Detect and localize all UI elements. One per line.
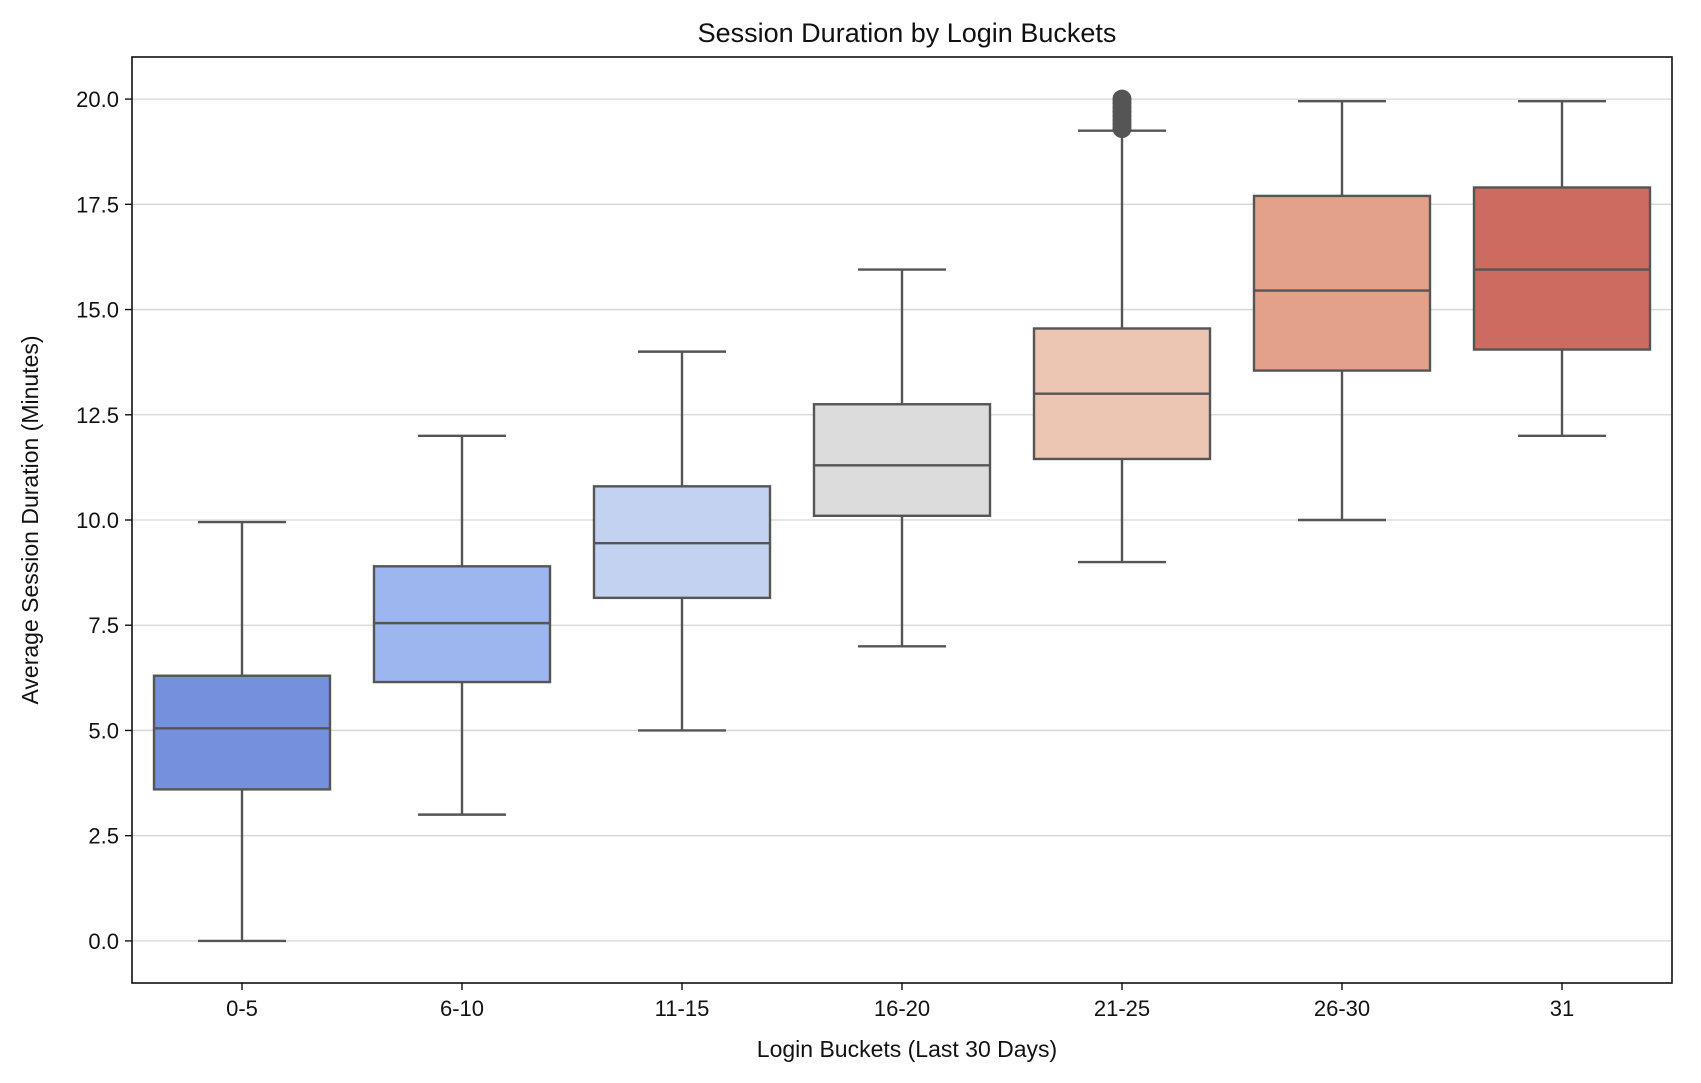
box-16-20 (812, 268, 992, 648)
box-31 (1472, 99, 1652, 438)
y-axis-label: Average Session Duration (Minutes) (17, 335, 43, 704)
y-tick-label: 2.5 (88, 824, 119, 849)
x-tick-label: 16-20 (874, 996, 930, 1021)
y-tick-label: 20.0 (76, 87, 119, 112)
box-11-15 (592, 350, 772, 732)
box-plots (152, 89, 1652, 943)
iqr-box (1252, 194, 1432, 372)
chart-title: Session Duration by Login Buckets (698, 18, 1117, 48)
x-tick-label: 21-25 (1094, 996, 1150, 1021)
iqr-box (152, 674, 332, 791)
box-0-5 (152, 520, 332, 943)
iqr-box (812, 403, 992, 517)
y-tick-label: 10.0 (76, 508, 119, 533)
x-tick-label: 11-15 (655, 996, 710, 1021)
y-tick-label: 7.5 (88, 613, 119, 638)
box-21-25 (1032, 89, 1212, 564)
box-6-10 (372, 434, 552, 816)
y-tick-label: 5.0 (88, 718, 119, 743)
x-axis-label: Login Buckets (Last 30 Days) (757, 1036, 1057, 1062)
y-tick-label: 17.5 (76, 192, 119, 217)
outlier-point (1112, 89, 1132, 109)
x-axis-ticks: 0-5 6-10 11-15 16-20 21-25 26-30 31 (226, 983, 1574, 1021)
y-tick-label: 15.0 (76, 298, 119, 323)
y-tick-label: 12.5 (76, 403, 119, 428)
x-tick-label: 0-5 (226, 996, 258, 1021)
y-tick-label: 0.0 (88, 929, 119, 954)
x-tick-label: 31 (1550, 996, 1574, 1021)
x-tick-label: 6-10 (440, 996, 484, 1021)
x-tick-label: 26-30 (1314, 996, 1370, 1021)
box-26-30 (1252, 99, 1432, 522)
y-axis-ticks: 0.0 2.5 5.0 7.5 10.0 12.5 15.0 17.5 20.0 (76, 87, 132, 954)
